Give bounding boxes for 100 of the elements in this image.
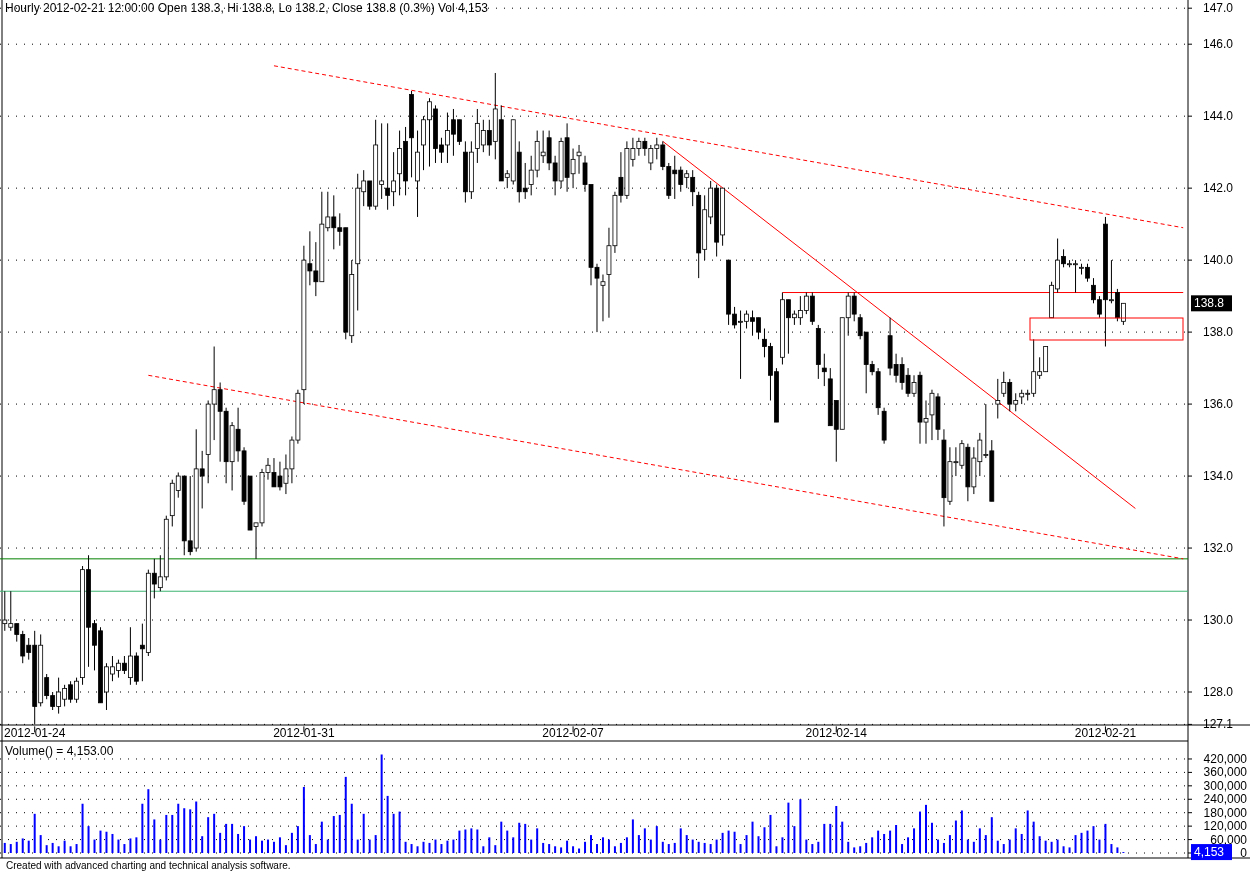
- bar: [428, 842, 431, 853]
- bar: [506, 830, 509, 853]
- bar: [661, 841, 664, 853]
- y-tick-label: 0: [1240, 846, 1248, 860]
- bar: [189, 809, 192, 853]
- bar: [996, 840, 999, 853]
- bar: [458, 830, 461, 853]
- bar: [518, 822, 521, 853]
- bar: [948, 835, 951, 853]
- bar: [81, 803, 84, 853]
- bar: [1050, 841, 1053, 853]
- bar: [261, 840, 264, 853]
- bar: [601, 837, 604, 853]
- bar: [847, 841, 850, 853]
- bar: [673, 842, 676, 853]
- bar: [374, 835, 377, 853]
- bar: [631, 819, 634, 853]
- bar: [416, 846, 419, 853]
- bar: [392, 813, 395, 853]
- bar: [464, 829, 467, 853]
- bar: [33, 813, 36, 853]
- y-tick-label: 132.0: [1203, 541, 1234, 556]
- bar: [960, 810, 963, 853]
- bar: [1098, 839, 1101, 853]
- bar: [105, 831, 108, 853]
- bar: [984, 835, 987, 853]
- bar: [1080, 832, 1083, 853]
- y-tick-label: 147.0: [1203, 1, 1234, 16]
- bar: [584, 841, 587, 853]
- bar: [536, 828, 539, 853]
- bar: [356, 839, 359, 853]
- y-tick-label: 360,000: [1203, 765, 1248, 780]
- bar: [930, 822, 933, 853]
- bar: [225, 823, 228, 853]
- bar: [781, 837, 784, 853]
- bar: [841, 821, 844, 853]
- bar: [147, 789, 150, 853]
- bar: [775, 846, 778, 853]
- bar: [231, 823, 234, 853]
- bar: [15, 841, 18, 853]
- bar: [1062, 846, 1065, 853]
- bar: [853, 847, 856, 853]
- bar: [470, 828, 473, 853]
- y-tick-label: 142.0: [1203, 181, 1234, 196]
- bar: [554, 846, 557, 853]
- bar: [1116, 847, 1119, 853]
- bar: [1110, 844, 1113, 853]
- candlestick: [600, 274, 606, 322]
- bar: [368, 839, 371, 853]
- bar: [727, 830, 730, 853]
- bar: [739, 844, 742, 853]
- bar: [39, 835, 42, 853]
- bar: [434, 839, 437, 853]
- bar: [111, 833, 114, 853]
- bar: [386, 795, 389, 853]
- bar: [763, 827, 766, 853]
- bar: [619, 842, 622, 853]
- bar: [69, 846, 72, 853]
- text: 138.8: [1194, 296, 1225, 311]
- y-tick-label: 138.0: [1203, 325, 1234, 340]
- bar: [243, 826, 246, 853]
- bar: [769, 814, 772, 853]
- y-tick-label: 60,000: [1210, 832, 1248, 847]
- bar: [889, 830, 892, 853]
- bar: [476, 829, 479, 853]
- bar: [913, 828, 916, 853]
- bar: [272, 841, 275, 853]
- y-tick-label: 146.0: [1203, 37, 1234, 52]
- bar: [859, 846, 862, 853]
- bar: [733, 831, 736, 853]
- bar: [637, 835, 640, 853]
- bar: [524, 823, 527, 853]
- bar: [595, 844, 598, 853]
- bar: [21, 838, 24, 853]
- bar: [296, 826, 299, 853]
- bar: [249, 839, 252, 853]
- bar: [398, 811, 401, 853]
- bar: [135, 837, 138, 853]
- bar: [942, 842, 945, 853]
- bar: [1044, 840, 1047, 853]
- y-tick-label: 128.0: [1203, 685, 1234, 700]
- bar: [829, 823, 832, 853]
- bar: [446, 840, 449, 853]
- bar: [362, 813, 365, 853]
- bar: [1056, 839, 1059, 853]
- bar: [1074, 835, 1077, 853]
- bar: [1038, 836, 1041, 853]
- bar: [213, 813, 216, 853]
- bar: [488, 837, 491, 853]
- bar: [1014, 828, 1017, 853]
- bar: [338, 814, 341, 853]
- y-tick-label: 136.0: [1203, 397, 1234, 412]
- bar: [667, 844, 670, 853]
- bar: [907, 837, 910, 853]
- bar: [75, 844, 78, 853]
- x-tick-label: 2012-02-14: [805, 726, 868, 741]
- bar: [715, 839, 718, 853]
- bar: [924, 804, 927, 853]
- bar: [1068, 847, 1071, 853]
- y-tick-label: 130.0: [1203, 613, 1234, 628]
